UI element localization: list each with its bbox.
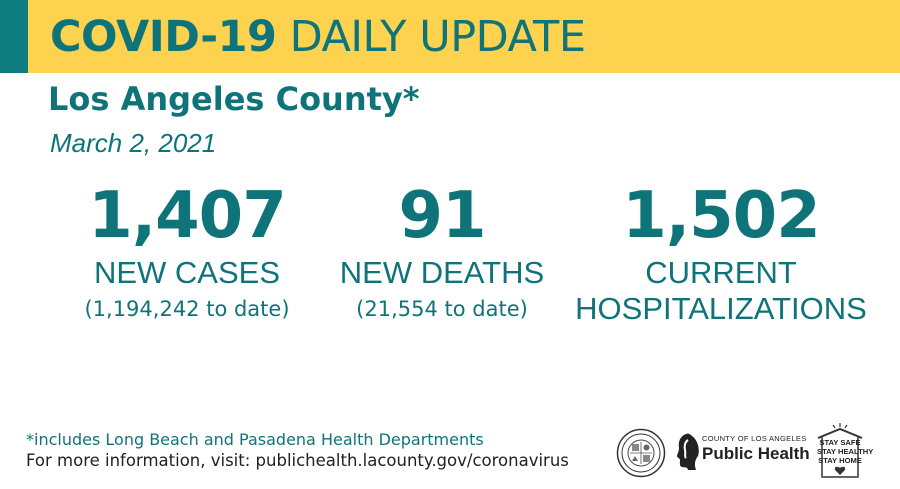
hospitalizations-value: 1,502 — [622, 179, 820, 253]
stay-safe-line3: STAY HOME — [818, 456, 862, 465]
hospitalizations-label-line2: HOSPITALIZATIONS — [575, 291, 867, 326]
banner-title-bold: COVID-19 — [50, 12, 277, 62]
hospitalizations-label-line1: CURRENT — [645, 255, 797, 290]
new-deaths-value: 91 — [398, 179, 486, 253]
stay-safe-logo: STAY SAFE STAY HEALTHY STAY HOME — [814, 422, 874, 480]
county-seal-icon — [616, 428, 666, 478]
stat-new-deaths: 91 NEW DEATHS (21,554 to date) — [330, 178, 554, 324]
stay-safe-line2: STAY HEALTHY — [817, 447, 874, 456]
report-date: March 2, 2021 — [50, 128, 217, 158]
stat-new-cases: 1,407 NEW CASES (1,194,242 to date) — [58, 178, 316, 324]
banner-accent-bar — [0, 0, 28, 73]
public-health-county-text: COUNTY OF LOS ANGELES — [702, 434, 807, 443]
banner-title: COVID-19 DAILY UPDATE — [50, 6, 586, 68]
footnote: *includes Long Beach and Pasadena Health… — [26, 430, 484, 449]
new-cases-label: NEW CASES — [93, 255, 281, 290]
title-banner: COVID-19 DAILY UPDATE — [0, 0, 900, 73]
new-deaths-label: NEW DEATHS — [339, 255, 545, 290]
cases-to-date: (1,194,242 to date) — [84, 297, 290, 321]
public-health-logo: COUNTY OF LOS ANGELES Public Health — [676, 432, 810, 472]
stay-safe-text: STAY SAFE STAY HEALTHY STAY HOME — [817, 438, 874, 465]
banner-title-rest: DAILY UPDATE — [276, 12, 586, 62]
stat-hospitalizations: 1,502 CURRENT HOSPITALIZATIONS — [568, 178, 874, 326]
new-cases-value: 1,407 — [88, 179, 286, 253]
more-info-text: For more information, visit: publichealt… — [26, 451, 569, 470]
county-heading: Los Angeles County* — [48, 80, 420, 118]
deaths-to-date: (21,554 to date) — [356, 297, 528, 321]
stay-home-house-icon — [817, 423, 863, 478]
public-health-text: Public Health — [702, 444, 810, 463]
stay-safe-line1: STAY SAFE — [819, 438, 861, 447]
public-health-profile-icon — [677, 433, 699, 470]
